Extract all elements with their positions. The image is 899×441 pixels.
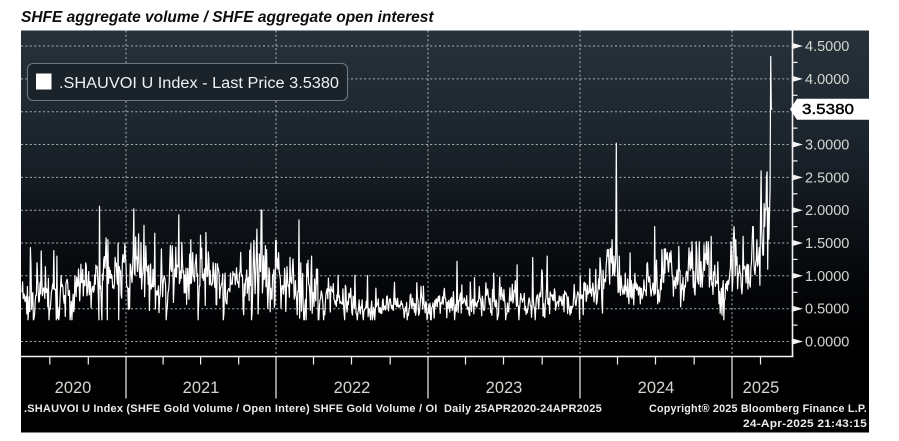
svg-text:2022: 2022 (334, 379, 371, 397)
svg-text:1.5000: 1.5000 (805, 236, 849, 252)
svg-text:1.0000: 1.0000 (805, 269, 849, 285)
svg-text:2021: 2021 (183, 379, 220, 397)
svg-text:2.5000: 2.5000 (805, 170, 849, 186)
svg-text:3.5380: 3.5380 (802, 102, 854, 118)
svg-text:0.0000: 0.0000 (805, 335, 849, 351)
svg-text:.SHAUVOI U Index (SHFE Gold Vo: .SHAUVOI U Index (SHFE Gold Volume / Ope… (24, 403, 602, 415)
svg-text:Copyright® 2025 Bloomberg Fina: Copyright® 2025 Bloomberg Finance L.P. (649, 403, 867, 415)
svg-text:2.0000: 2.0000 (805, 203, 849, 219)
svg-text:2023: 2023 (486, 379, 523, 397)
svg-text:SHFE aggregate volume / SHFE a: SHFE aggregate volume / SHFE aggregate o… (21, 9, 434, 26)
svg-text:4.5000: 4.5000 (805, 39, 849, 55)
svg-text:0.5000: 0.5000 (805, 302, 849, 318)
svg-text:.SHAUVOI U Index - Last Price: .SHAUVOI U Index - Last Price 3.5380 (59, 75, 339, 92)
svg-text:3.0000: 3.0000 (805, 138, 849, 154)
svg-text:2020: 2020 (55, 379, 92, 397)
svg-text:2024: 2024 (638, 379, 675, 397)
svg-text:24-Apr-2025 21:43:15: 24-Apr-2025 21:43:15 (743, 418, 867, 430)
svg-text:4.0000: 4.0000 (805, 72, 849, 88)
svg-text:2025: 2025 (743, 379, 780, 397)
